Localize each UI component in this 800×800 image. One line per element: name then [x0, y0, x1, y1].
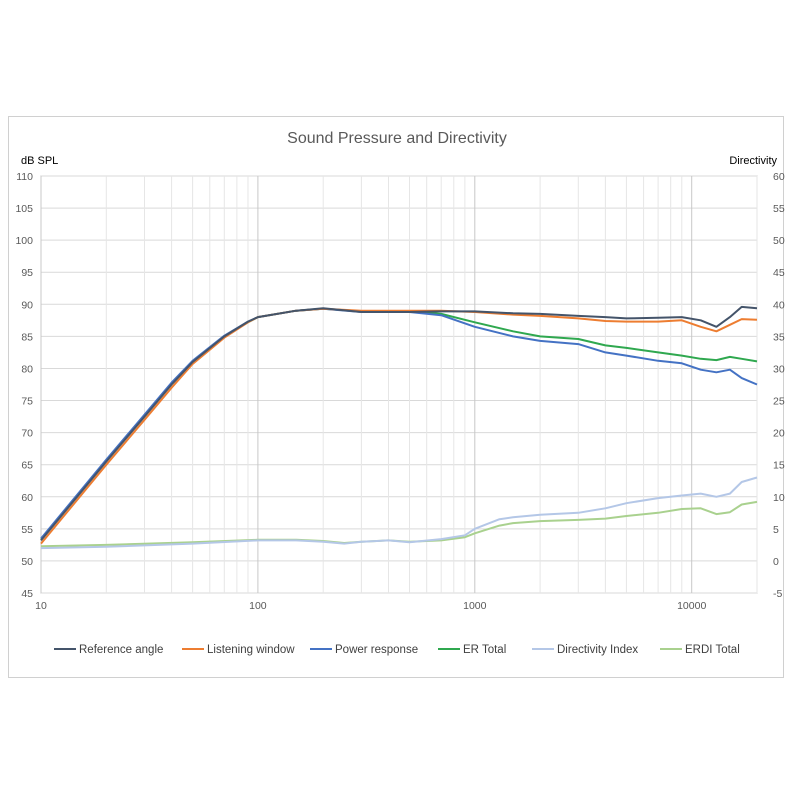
- x-tick-label: 10000: [677, 600, 706, 612]
- y-right-tick-label: -5: [773, 588, 782, 600]
- y-left-tick-label: 110: [16, 171, 33, 183]
- series-line-er-total: [40, 307, 758, 541]
- y-right-tick-label: 45: [773, 267, 785, 279]
- legend: Reference angle Listening window Power res…: [54, 644, 740, 656]
- y-left-tick-label: 55: [21, 524, 33, 536]
- sound-pressure-chart: Sound Pressure and Directivity dB SPL Di…: [15, 130, 784, 656]
- series-line-reference-angle: [40, 305, 758, 542]
- legend-label-reference-angle: Reference angle: [79, 644, 163, 656]
- plot-area-border: [40, 175, 758, 594]
- chart-title: Sound Pressure and Directivity: [287, 130, 507, 147]
- y-right-tick-label: 30: [773, 363, 785, 375]
- legend-label-power-response: Power response: [335, 644, 418, 656]
- y-left-tick-label: 65: [21, 460, 33, 472]
- y-left-tick-label: 90: [21, 299, 33, 311]
- x-tick-label: 10: [35, 600, 47, 612]
- legend-label-listening-window: Listening window: [207, 644, 295, 656]
- y-right-tick-label: 35: [773, 331, 785, 343]
- y-left-tick-label: 100: [15, 235, 33, 247]
- y-right-tick-label: 40: [773, 299, 785, 311]
- legend-label-er-total: ER Total: [463, 644, 506, 656]
- y-axis-left-label: dB SPL: [21, 155, 58, 167]
- y-right-tick-label: 55: [773, 203, 785, 215]
- y-left-tick-label: 45: [21, 588, 33, 600]
- series-lines: [40, 305, 758, 550]
- y-right-tick-label: 25: [773, 396, 785, 408]
- y-right-tick-label: 5: [773, 524, 779, 536]
- x-tick-label: 100: [249, 600, 267, 612]
- chart-frame: Sound Pressure and Directivity dB SPL Di…: [8, 116, 785, 678]
- y-right-tick-label: 50: [773, 235, 785, 247]
- y-left-tick-label: 95: [21, 267, 33, 279]
- y-left-tick-label: 50: [21, 556, 33, 568]
- y-right-tick-label: 10: [773, 492, 785, 504]
- grid-lines: [40, 175, 758, 594]
- y-right-tick-label: 60: [773, 171, 785, 183]
- y-left-tick-label: 105: [15, 203, 33, 215]
- y-left-tick-label: 60: [21, 492, 33, 504]
- y-right-tick-label: 15: [773, 460, 785, 472]
- y-right-tick-label: 0: [773, 556, 779, 568]
- tick-labels: 45 50 55 60 65 70 75 80 85 90 95 100 105 110 -5 0 5 10 15 2…: [15, 171, 784, 612]
- y-left-tick-label: 70: [21, 428, 33, 440]
- legend-label-erdi-total: ERDI Total: [685, 644, 740, 656]
- y-axis-right-label: Directivity: [729, 155, 777, 167]
- y-left-tick-label: 75: [21, 396, 33, 408]
- series-line-listening-window: [40, 307, 758, 545]
- y-left-tick-label: 85: [21, 331, 33, 343]
- y-right-tick-label: 20: [773, 428, 785, 440]
- legend-label-directivity-index: Directivity Index: [557, 644, 638, 656]
- series-line-directivity-index: [40, 476, 758, 550]
- y-left-tick-label: 80: [21, 363, 33, 375]
- series-line-power-response: [40, 307, 758, 540]
- x-tick-label: 1000: [463, 600, 487, 612]
- series-line-erdi-total: [40, 500, 758, 548]
